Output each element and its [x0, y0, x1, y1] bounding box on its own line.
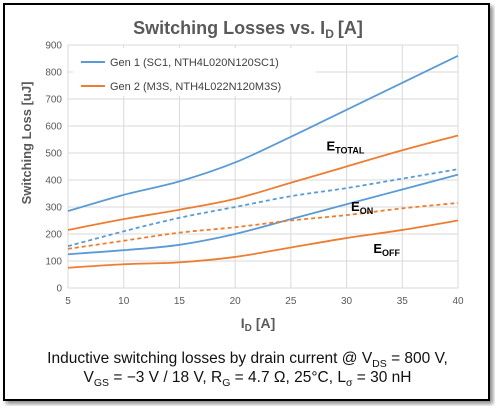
caption-l-sub: σ — [345, 377, 353, 390]
y-tick-label: 900 — [45, 41, 62, 52]
y-tick-label: 600 — [45, 122, 62, 133]
caption-line1-suffix: = 800 V, — [386, 350, 448, 367]
y-tick-label: 700 — [45, 95, 62, 106]
series-line-gen-2-e-off — [67, 219, 459, 269]
x-axis-label-sub: D — [245, 323, 252, 334]
annotation-e-off: EOFF — [373, 241, 400, 258]
x-axis-label-unit: [A] — [256, 315, 275, 331]
x-tick-label: 10 — [118, 296, 130, 307]
chart-title: Switching Losses vs. ID [A] — [133, 18, 363, 41]
y-tick-label: 0 — [56, 284, 62, 295]
annotation-e-on: EON — [351, 199, 373, 216]
x-axis-label-main: I — [241, 315, 245, 331]
caption-mid2: = 4.7 Ω, 25°C, L — [230, 369, 346, 386]
series-line-gen-1-e-off — [67, 173, 459, 256]
caption-line-2: VGS = −3 V / 18 V, RG = 4.7 Ω, 25°C, Lσ … — [0, 369, 495, 389]
y-tick-label: 100 — [45, 257, 62, 268]
series-line-gen-1-e-on — [67, 168, 459, 248]
y-axis-label: Switching Loss [uJ] — [19, 82, 34, 205]
chart-title-sub: D — [325, 27, 334, 41]
y-tick-label: 200 — [45, 230, 62, 241]
caption-rg-sub: G — [222, 377, 231, 390]
legend-background — [73, 48, 316, 96]
x-tick-label: 25 — [285, 296, 297, 307]
x-tick-label: 20 — [230, 296, 242, 307]
caption-vgs: V — [83, 369, 94, 386]
y-tick-label: 400 — [45, 176, 62, 187]
caption-mid1: = −3 V / 18 V, R — [109, 369, 223, 386]
y-tick-label: 800 — [45, 68, 62, 79]
curve-annotations: ETOTAL EON EOFF — [327, 138, 401, 258]
caption-line1-sub: DS — [372, 358, 387, 371]
caption-line-1: Inductive switching losses by drain curr… — [0, 350, 495, 370]
y-tick-label: 300 — [45, 203, 62, 214]
caption-end: = 30 nH — [352, 369, 412, 386]
x-tick-label: 40 — [452, 296, 464, 307]
series-line-gen-2-e-on — [67, 202, 459, 250]
chart-title-unit: [A] — [338, 18, 363, 38]
x-tick-label: 35 — [397, 296, 409, 307]
series-line-gen-2-e-total — [67, 134, 459, 231]
x-tick-labels: 5 10 15 20 25 30 35 40 — [65, 296, 464, 307]
x-tick-label: 5 — [65, 296, 71, 307]
series-line-gen-1-e-total — [67, 54, 459, 212]
x-axis-label: ID [A] — [241, 315, 276, 334]
y-tick-labels: 0 100 200 300 400 500 600 700 800 900 — [45, 41, 62, 295]
annotation-e-total: ETOTAL — [327, 138, 365, 155]
x-tick-label: 30 — [341, 296, 353, 307]
legend-label: Gen 2 (M3S, NTH4L022N120M3S) — [110, 81, 281, 93]
legend: Gen 1 (SC1, NTH4L020N120SC1) Gen 2 (M3S, … — [73, 48, 316, 96]
series-lines — [67, 54, 459, 269]
switching-loss-chart: Switching Losses vs. ID [A] 0100200300400… — [19, 18, 464, 334]
x-tick-label: 15 — [174, 296, 186, 307]
chart-title-main: Switching Losses vs. I — [133, 18, 325, 38]
legend-label: Gen 1 (SC1, NTH4L020N120SC1) — [110, 57, 279, 69]
y-tick-label: 500 — [45, 149, 62, 160]
caption-line1-prefix: Inductive switching losses by drain curr… — [47, 350, 373, 367]
caption-vgs-sub: GS — [93, 377, 110, 390]
